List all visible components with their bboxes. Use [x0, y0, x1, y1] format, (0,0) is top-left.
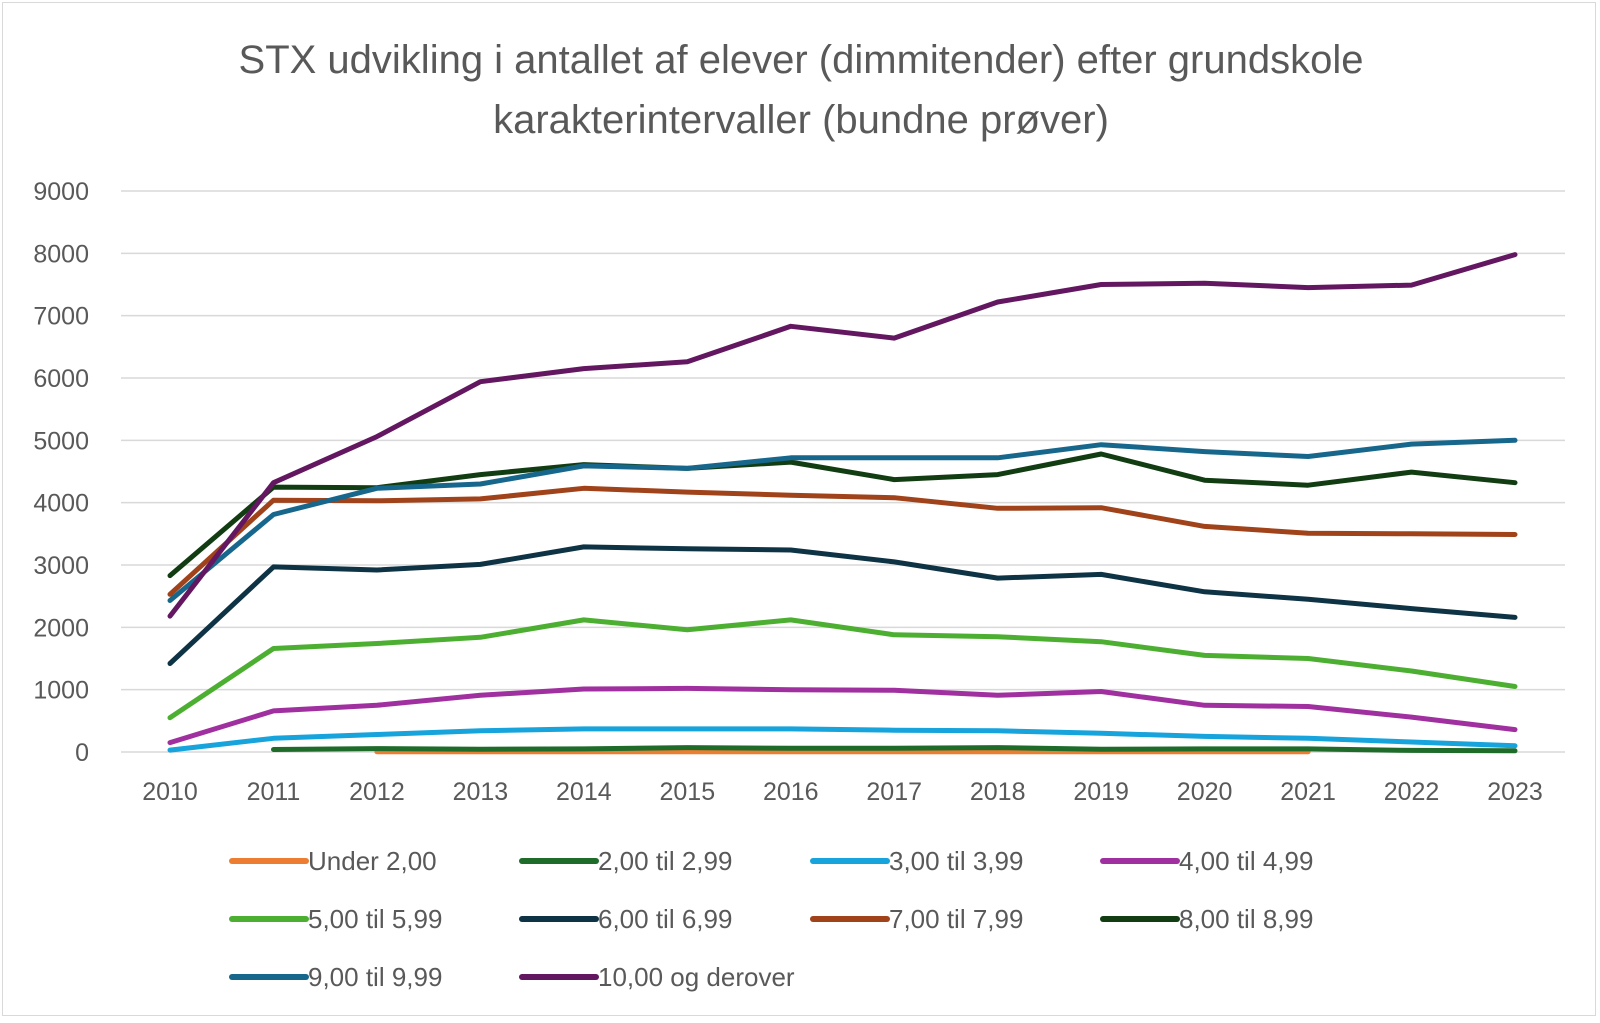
series-2	[271, 745, 1518, 754]
legend-item: Under 2,00	[229, 846, 437, 876]
chart-title-line-2: karakterintervaller (bundne prøver)	[493, 98, 1109, 142]
chart-title: STX udvikling i antallet af elever (dimm…	[239, 38, 1364, 142]
x-tick-label: 2017	[866, 778, 922, 806]
x-tick-label: 2022	[1384, 778, 1440, 806]
series-line	[167, 726, 1518, 753]
y-tick-label: 8000	[33, 240, 89, 268]
y-tick-label: 0	[75, 739, 89, 767]
y-tick-label: 2000	[33, 614, 89, 642]
gridlines	[121, 190, 1565, 753]
series-5	[167, 617, 1518, 721]
x-tick-label: 2012	[349, 778, 405, 806]
series-9	[167, 437, 1518, 603]
legend-label: 7,00 til 7,99	[889, 904, 1023, 934]
series-3	[167, 726, 1518, 753]
legend-item: 9,00 til 9,99	[229, 962, 442, 992]
legend-label: 2,00 til 2,99	[598, 846, 732, 876]
x-tick-label: 2021	[1280, 778, 1336, 806]
series-lines	[167, 252, 1518, 755]
legend-item: 5,00 til 5,99	[229, 904, 442, 934]
series-line	[167, 544, 1518, 666]
x-tick-label: 2010	[142, 778, 198, 806]
series-line	[167, 485, 1518, 597]
y-tick-label: 4000	[33, 490, 89, 518]
y-tick-label: 6000	[33, 365, 89, 393]
y-tick-label: 7000	[33, 303, 89, 331]
series-6	[167, 544, 1518, 666]
x-tick-label: 2011	[247, 778, 301, 806]
x-tick-label: 2018	[970, 778, 1026, 806]
legend-label: 3,00 til 3,99	[889, 846, 1023, 876]
x-tick-label: 2016	[763, 778, 819, 806]
legend: Under 2,00 2,00 til 2,99 3,00 til 3,99 4,00…	[229, 846, 1313, 992]
series-line	[167, 685, 1518, 746]
legend-item: 3,00 til 3,99	[810, 846, 1023, 876]
legend-item: 10,00 og derover	[519, 962, 795, 992]
legend-item: 4,00 til 4,99	[1100, 846, 1313, 876]
series-line	[271, 745, 1518, 754]
series-4	[167, 685, 1518, 746]
legend-label: 8,00 til 8,99	[1179, 904, 1313, 934]
y-tick-label: 3000	[33, 552, 89, 580]
legend-label: 10,00 og derover	[598, 962, 795, 992]
series-line	[167, 252, 1518, 619]
legend-item: 2,00 til 2,99	[519, 846, 732, 876]
x-tick-label: 2020	[1177, 778, 1233, 806]
chart-title-line-1: STX udvikling i antallet af elever (dimm…	[239, 38, 1364, 82]
legend-item: 6,00 til 6,99	[519, 904, 732, 934]
y-tick-label: 9000	[33, 178, 89, 206]
legend-label: Under 2,00	[308, 846, 437, 876]
x-tick-label: 2023	[1487, 778, 1543, 806]
x-tick-label: 2013	[453, 778, 509, 806]
legend-label: 9,00 til 9,99	[308, 962, 442, 992]
legend-label: 5,00 til 5,99	[308, 904, 442, 934]
x-tick-label: 2019	[1073, 778, 1129, 806]
x-axis-ticks: 2010 2011 2012 2013 2014 2015 2016 2017 2018 2019…	[142, 778, 1543, 806]
line-chart: STX udvikling i antallet af elever (dimm…	[33, 38, 1565, 992]
y-tick-label: 1000	[33, 677, 89, 705]
y-tick-label: 5000	[33, 427, 89, 455]
series-10	[167, 252, 1518, 619]
series-line	[167, 437, 1518, 603]
y-axis-ticks: 0 1000 2000 3000 4000 5000 6000 7000 8000 9000	[33, 178, 89, 767]
series-line	[167, 617, 1518, 721]
x-tick-label: 2014	[556, 778, 612, 806]
legend-label: 6,00 til 6,99	[598, 904, 732, 934]
series-7	[167, 485, 1518, 597]
legend-item: 7,00 til 7,99	[810, 904, 1023, 934]
legend-label: 4,00 til 4,99	[1179, 846, 1313, 876]
x-tick-label: 2015	[659, 778, 715, 806]
legend-item: 8,00 til 8,99	[1100, 904, 1313, 934]
